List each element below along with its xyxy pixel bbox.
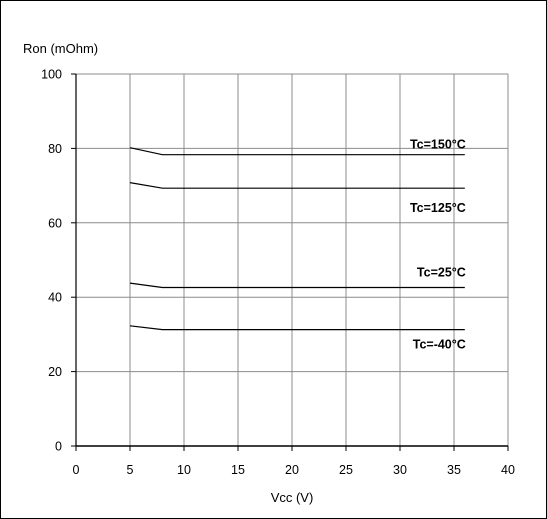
series-labels: Tc=150°C Tc=125°C Tc=25°C Tc=-40°C <box>410 138 466 352</box>
y-tick-label: 80 <box>48 142 62 156</box>
x-tick-label: 20 <box>285 463 299 477</box>
series-label: Tc=-40°C <box>413 338 466 352</box>
y-tick-labels: 0 20 40 60 80 100 <box>41 68 62 454</box>
x-tick-label: 40 <box>501 463 515 477</box>
series-line <box>129 147 465 156</box>
series-label: Tc=25°C <box>417 266 466 280</box>
series-label: Tc=150°C <box>410 138 466 152</box>
x-tick-label: 10 <box>177 463 191 477</box>
y-tick-label: 60 <box>48 216 62 230</box>
x-tick-label: 35 <box>447 463 461 477</box>
x-tick-label: 30 <box>393 463 407 477</box>
x-tick-label: 5 <box>127 463 134 477</box>
x-tick-label: 25 <box>339 463 353 477</box>
series-line <box>129 182 465 189</box>
x-tick-labels: 0 5 10 15 20 25 30 35 40 <box>73 463 515 477</box>
series-line <box>129 325 465 331</box>
series-line <box>129 282 465 289</box>
y-tick-label: 0 <box>55 440 62 454</box>
x-tick-label: 0 <box>73 463 80 477</box>
y-tick-label: 20 <box>48 365 62 379</box>
series-lines <box>129 147 465 331</box>
y-tick-label: 40 <box>48 291 62 305</box>
grid <box>76 73 509 446</box>
y-tick-label: 100 <box>41 68 62 82</box>
y-axis-title: Ron (mOhm) <box>23 41 98 56</box>
x-axis-title: Vcc (V) <box>271 490 314 505</box>
x-tick-label: 15 <box>231 463 245 477</box>
series-label: Tc=125°C <box>410 201 466 215</box>
axes <box>71 73 509 451</box>
